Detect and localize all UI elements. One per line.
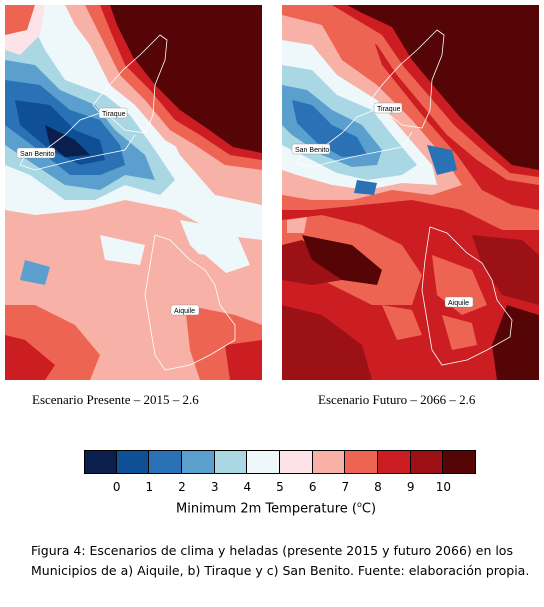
colorbar-tick-label: 8 — [374, 480, 382, 494]
temperature-map-future: Tiraque San Benito Aiquile — [282, 5, 539, 380]
colorbar-swatch — [443, 450, 476, 474]
caption-future-scenario: Escenario Futuro – 2066 – 2.6 — [318, 392, 476, 407]
colorbar-swatch — [312, 450, 346, 474]
colorbar-tick-label: 9 — [406, 480, 415, 494]
colorbar-swatch — [182, 450, 215, 474]
colorbar-swatch — [280, 450, 313, 474]
colorbar-tick-label: 7 — [341, 480, 350, 494]
caption-present-scenario: Escenario Presente – 2015 – 2.6 — [32, 392, 199, 407]
place-label-san-benito: San Benito — [20, 151, 54, 158]
map-future-2066: Tiraque San Benito Aiquile — [282, 5, 539, 380]
place-label-tiraque: Tiraque — [377, 106, 401, 113]
colorbar-swatch — [378, 450, 411, 474]
place-label-san-benito: San Benito — [295, 147, 329, 154]
colorbar-swatch — [149, 450, 182, 474]
colorbar-swatch — [84, 450, 117, 474]
colorbar-swatch — [214, 450, 248, 474]
colorbar-swatch — [410, 450, 444, 474]
colorbar-tick-label: 2 — [178, 480, 186, 494]
colorbar-tick-label: 0 — [112, 480, 121, 494]
colorbar-swatch — [116, 450, 150, 474]
colorbar-tick-label: 4 — [243, 480, 252, 494]
colorbar-swatch — [247, 450, 280, 474]
map-present-2015: Tiraque San Benito Aiquile — [5, 5, 262, 380]
place-label-tiraque: Tiraque — [102, 111, 126, 118]
colorbar-title: Minimum 2m Temperature (oC) — [176, 500, 377, 517]
colorbar-tick-label: 6 — [308, 480, 317, 494]
place-label-aiquile: Aiquile — [174, 308, 195, 315]
colorbar-tick-label: 1 — [145, 480, 154, 494]
figure-caption: Figura 4: Escenarios de clima y heladas … — [31, 543, 530, 578]
place-label-aiquile: Aiquile — [448, 300, 469, 307]
colorbar-tick-label: 3 — [210, 480, 219, 494]
colorbar-swatch — [345, 450, 378, 474]
colorbar-tick-label: 5 — [276, 480, 284, 494]
temperature-map-present: Tiraque San Benito Aiquile — [5, 5, 262, 380]
colorbar-tick-label: 10 — [435, 480, 451, 494]
